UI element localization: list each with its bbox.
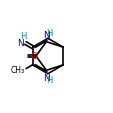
Text: O: O [30,52,37,61]
Text: N: N [43,73,49,82]
Text: H: H [46,29,53,38]
Text: N: N [16,39,23,48]
Text: H: H [20,31,27,40]
Text: CH₃: CH₃ [11,65,25,74]
Text: N: N [43,31,49,40]
Text: H: H [46,75,53,84]
